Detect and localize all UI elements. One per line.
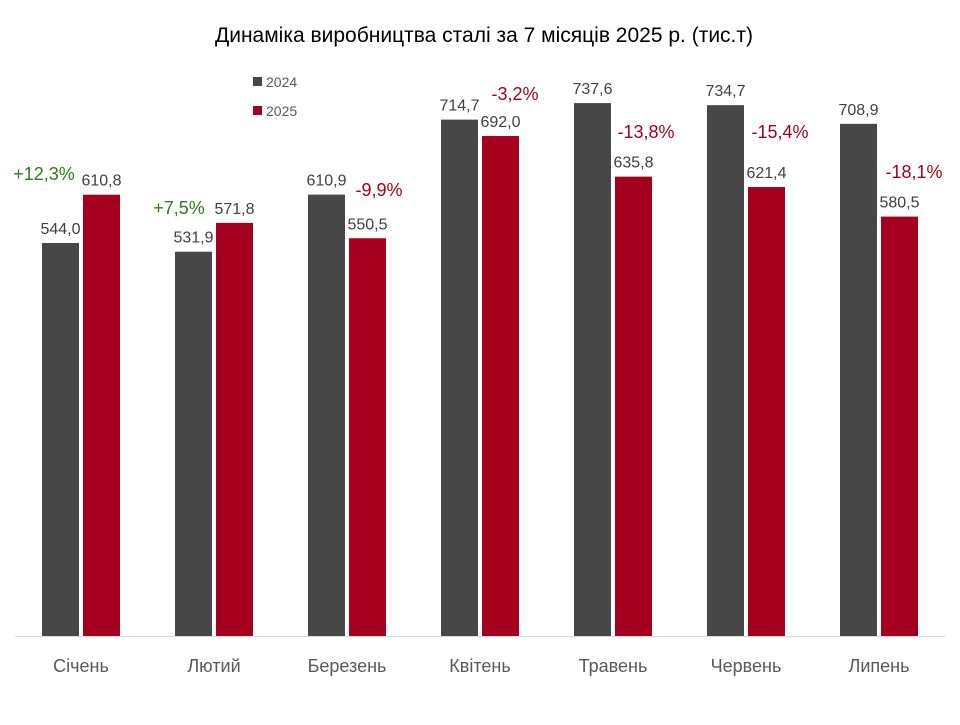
data-label-2025-1: 610,8	[81, 173, 121, 190]
change-label-5: -13,8%	[617, 122, 674, 142]
x-tick-label-1: Січень	[53, 656, 109, 676]
data-label-2024-4: 714,7	[439, 98, 479, 115]
x-tick-label-4: Квітень	[449, 656, 510, 676]
change-label-2: +7,5%	[153, 198, 205, 218]
data-label-2024-7: 708,9	[838, 102, 878, 119]
legend-swatch-2024	[253, 77, 262, 86]
data-label-2024-2: 531,9	[173, 230, 213, 247]
bar-2024-7	[840, 123, 877, 636]
data-label-2025-3: 550,5	[347, 216, 387, 233]
bar-2025-6	[748, 187, 785, 636]
bar-2024-5	[574, 103, 611, 637]
bar-2025-4	[482, 136, 519, 636]
data-label-2024-6: 734,7	[705, 83, 745, 100]
change-label-4: -3,2%	[491, 84, 538, 104]
data-label-2025-4: 692,0	[480, 114, 520, 131]
bar-2025-3	[349, 238, 386, 637]
data-label-2024-5: 737,6	[572, 81, 612, 98]
bar-2024-3	[308, 194, 345, 636]
bar-2024-6	[707, 105, 744, 636]
legend: 2024 2025	[253, 74, 297, 119]
legend-label-2025: 2025	[266, 103, 297, 119]
bar-2024-4	[441, 119, 478, 636]
bar-2024-2	[175, 251, 212, 636]
bar-2024-1	[42, 242, 79, 636]
data-label-2025-5: 635,8	[613, 155, 653, 172]
x-tick-label-2: Лютий	[187, 656, 240, 676]
x-tick-label-6: Червень	[711, 656, 782, 676]
change-label-3: -9,9%	[355, 180, 402, 200]
bar-2025-1	[83, 194, 120, 636]
data-label-2024-3: 610,9	[306, 173, 346, 190]
change-label-7: -18,1%	[885, 162, 942, 182]
x-tick-label-7: Липень	[849, 656, 910, 676]
data-label-2025-6: 621,4	[746, 165, 786, 182]
data-label-2025-7: 580,5	[879, 195, 919, 212]
data-label-2025-2: 571,8	[214, 201, 254, 218]
bar-2025-5	[615, 176, 652, 636]
change-label-1: +12,3%	[13, 164, 75, 184]
change-label-6: -15,4%	[751, 122, 808, 142]
chart-title: Динаміка виробництва сталі за 7 місяців …	[215, 24, 753, 47]
legend-label-2024: 2024	[266, 74, 297, 90]
x-tick-label-3: Березень	[308, 656, 387, 676]
bar-2025-7	[881, 216, 918, 636]
x-tick-label-5: Травень	[579, 656, 648, 676]
data-label-2024-1: 544,0	[40, 221, 80, 238]
legend-swatch-2025	[253, 106, 262, 115]
bar-2025-2	[216, 222, 253, 636]
